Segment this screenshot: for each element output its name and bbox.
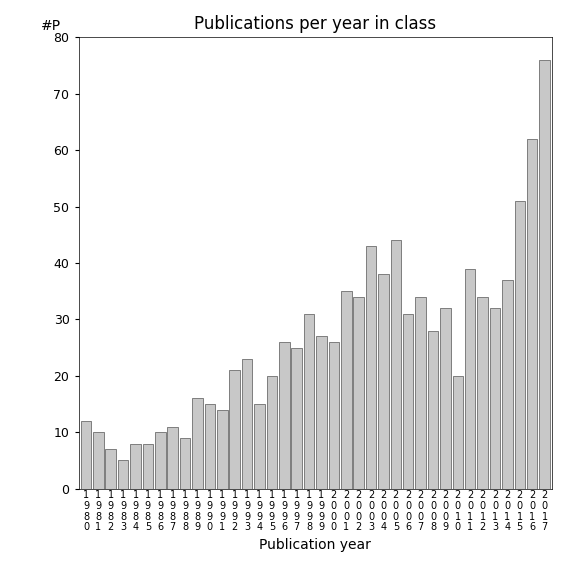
Bar <box>230 370 240 489</box>
Bar <box>416 297 426 489</box>
Bar <box>105 449 116 489</box>
X-axis label: Publication year: Publication year <box>259 538 371 552</box>
Bar <box>477 297 488 489</box>
Bar <box>391 240 401 489</box>
Bar <box>167 426 178 489</box>
Bar <box>155 432 166 489</box>
Bar <box>440 308 451 489</box>
Title: Publications per year in class: Publications per year in class <box>194 15 437 33</box>
Bar <box>465 269 476 489</box>
Bar <box>341 291 352 489</box>
Bar <box>452 376 463 489</box>
Bar <box>490 308 500 489</box>
Bar <box>316 336 327 489</box>
Bar <box>180 438 191 489</box>
Bar <box>329 342 339 489</box>
Bar <box>205 404 215 489</box>
Bar <box>304 314 314 489</box>
Bar <box>93 432 104 489</box>
Bar <box>266 376 277 489</box>
Text: #P: #P <box>41 19 61 33</box>
Bar <box>192 399 203 489</box>
Bar <box>378 274 389 489</box>
Bar <box>539 60 550 489</box>
Bar <box>217 410 227 489</box>
Bar <box>242 359 252 489</box>
Bar <box>403 314 413 489</box>
Bar <box>514 201 525 489</box>
Bar <box>118 460 128 489</box>
Bar <box>279 342 290 489</box>
Bar <box>527 139 538 489</box>
Bar <box>428 331 438 489</box>
Bar <box>353 297 364 489</box>
Bar <box>254 404 265 489</box>
Bar <box>143 443 153 489</box>
Bar <box>130 443 141 489</box>
Bar <box>291 348 302 489</box>
Bar <box>81 421 91 489</box>
Bar <box>366 246 376 489</box>
Bar <box>502 280 513 489</box>
